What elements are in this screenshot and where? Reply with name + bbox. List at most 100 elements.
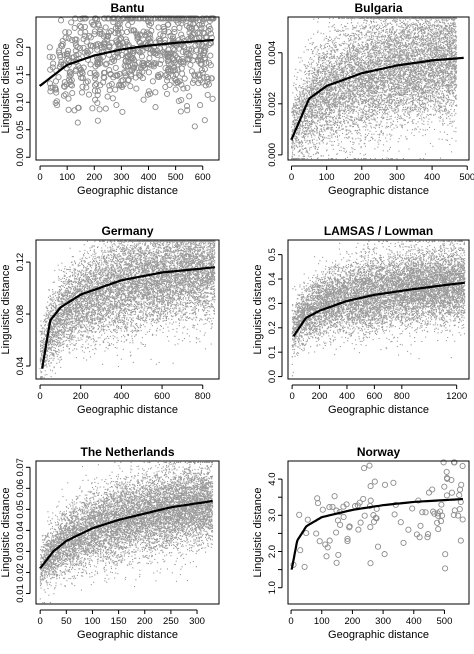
data-point [311,135,312,136]
data-point [147,56,152,61]
data-point [120,109,125,114]
data-point [397,114,398,115]
data-point [327,43,328,44]
data-point [348,132,349,133]
data-point [95,118,100,123]
data-point [427,45,428,46]
x-tick-label: 100 [59,172,75,183]
data-point [75,120,80,125]
data-point [398,26,399,27]
data-point [456,45,457,46]
data-point [342,75,343,76]
data-point [420,75,421,76]
data-point [337,130,338,131]
data-point [337,124,338,125]
data-point [358,132,359,133]
data-point [451,102,452,103]
data-point [363,27,364,28]
data-point [114,102,119,107]
data-point [441,65,442,66]
data-point [315,69,316,70]
data-point [445,103,446,104]
data-point [372,32,373,33]
data-point [292,152,293,153]
data-point [445,44,446,45]
data-point [391,50,392,51]
data-point [438,117,439,118]
data-point [319,131,320,132]
data-point [182,76,187,81]
data-point [381,104,382,105]
data-point [72,108,77,113]
data-point [322,79,323,80]
data-point [58,18,63,23]
data-point [421,118,422,119]
data-point [440,158,441,159]
data-point [326,60,327,61]
data-point [454,111,455,112]
data-point [321,130,322,131]
data-point [423,70,424,71]
data-point [330,132,331,133]
data-point [335,108,336,109]
data-point [330,61,331,62]
x-tick-label: 500 [168,172,184,183]
data-point [452,67,453,68]
data-point [438,101,439,102]
data-point [426,94,427,95]
data-point [95,92,100,97]
data-point [165,78,170,83]
data-point [455,141,456,142]
data-point [397,19,398,20]
data-point [440,96,441,97]
data-point [153,90,158,95]
data-point [323,127,324,128]
data-point [86,92,91,97]
data-point [153,105,158,110]
data-point [374,72,375,73]
data-point [348,118,349,119]
data-point [373,28,374,29]
data-point [352,106,353,107]
data-point [438,24,439,25]
data-point [410,53,411,54]
data-point [361,89,362,90]
data-point [103,106,108,111]
data-point [150,79,155,84]
data-point [455,80,456,81]
data-point [90,106,95,111]
data-point [354,89,355,90]
x-tick-label: 300 [113,172,129,183]
data-point [134,86,139,91]
data-point [363,22,364,23]
data-point [373,19,374,20]
data-point [80,84,85,89]
data-point [306,127,307,128]
data-point [306,49,307,50]
data-point [309,148,310,149]
data-point [311,128,312,129]
data-point [340,53,341,54]
data-point [312,140,313,141]
data-point [385,42,386,43]
data-point [51,61,56,66]
data-point [418,109,419,110]
data-point [365,124,366,125]
data-point [180,71,185,76]
data-point [177,25,182,30]
data-point [385,127,386,128]
y-tick-label: 0.10 [15,93,26,112]
data-point [404,55,405,56]
data-point [331,65,332,66]
data-point [313,42,314,43]
data-point [400,20,401,21]
data-point [410,106,411,107]
data-point [337,99,338,100]
data-point [389,102,390,103]
points [47,16,216,129]
data-point [391,71,392,72]
data-point [329,22,330,23]
y-tick-label: 0.15 [15,66,26,85]
data-point [449,53,450,54]
